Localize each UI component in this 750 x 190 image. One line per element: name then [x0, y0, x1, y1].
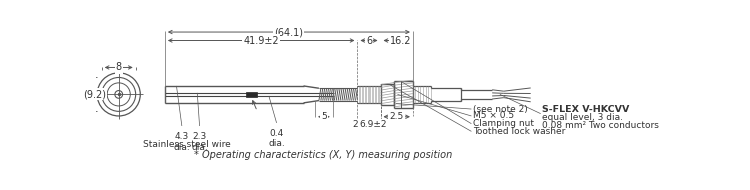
Text: Toothed lock washer: Toothed lock washer — [473, 127, 566, 136]
Text: 8: 8 — [116, 63, 122, 72]
Text: 5: 5 — [321, 112, 327, 121]
Text: Stainless steel wire: Stainless steel wire — [142, 140, 230, 149]
Text: 2.3
dia.: 2.3 dia. — [191, 132, 208, 152]
Text: 0.08 mm² Two conductors: 0.08 mm² Two conductors — [542, 121, 659, 131]
Text: 6.9±2: 6.9±2 — [359, 120, 386, 129]
Bar — [246, 92, 257, 97]
Text: M5 × 0.5: M5 × 0.5 — [473, 112, 514, 120]
Text: (9.2): (9.2) — [83, 89, 106, 99]
Text: S-FLEX V-HKCVV: S-FLEX V-HKCVV — [542, 105, 629, 114]
Text: 2: 2 — [352, 120, 358, 129]
Text: 16.2: 16.2 — [390, 36, 411, 46]
Text: equal level, 3 dia.: equal level, 3 dia. — [542, 113, 623, 122]
Text: 2.5: 2.5 — [389, 112, 404, 121]
Text: (64.1): (64.1) — [274, 27, 304, 37]
Text: * Operating characteristics (X, Y) measuring position: * Operating characteristics (X, Y) measu… — [194, 150, 452, 160]
Text: 0.4
dia.: 0.4 dia. — [268, 129, 285, 148]
Text: (see note 2): (see note 2) — [473, 105, 528, 114]
Text: Clamping nut: Clamping nut — [473, 119, 534, 128]
Text: 41.9±2: 41.9±2 — [243, 36, 279, 46]
Text: 4.3
dia.: 4.3 dia. — [173, 132, 190, 152]
Text: 6: 6 — [366, 36, 372, 46]
